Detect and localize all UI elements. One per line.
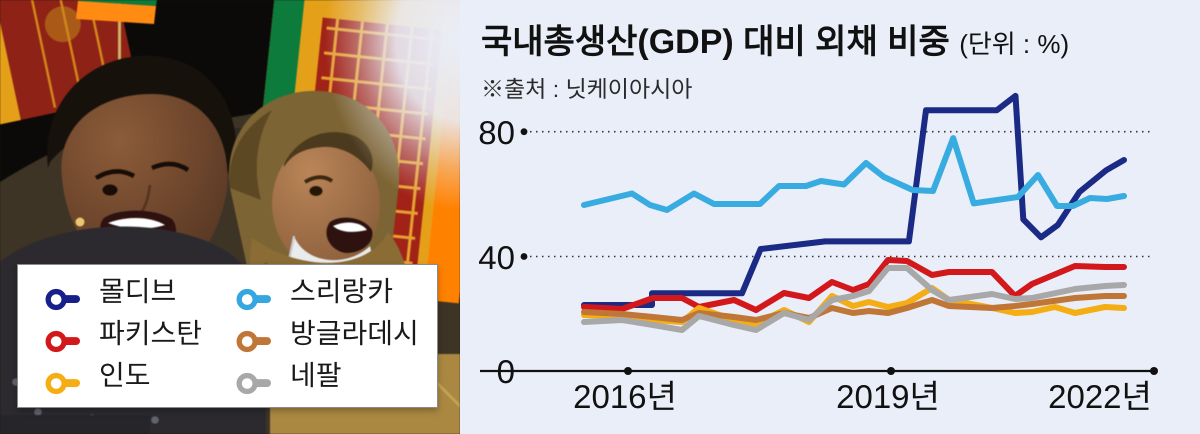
svg-text:2019년: 2019년 [836,378,940,415]
svg-text:80: 80 [478,114,515,151]
svg-text:2022년: 2022년 [1048,378,1152,415]
svg-text:2016년: 2016년 [573,378,677,415]
svg-text:40: 40 [478,239,515,276]
